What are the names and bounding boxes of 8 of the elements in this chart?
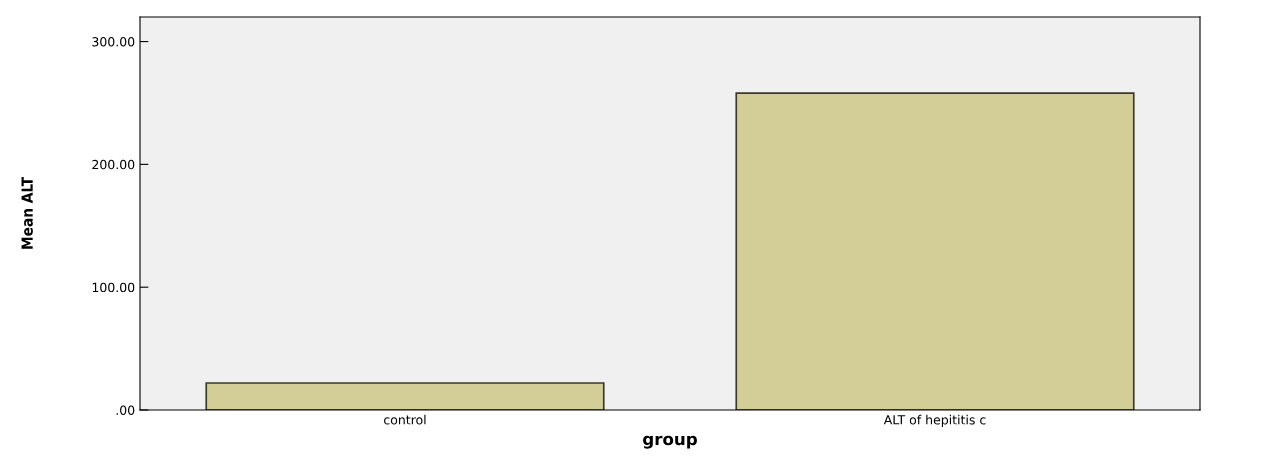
y-tick-label: 200.00: [92, 159, 135, 170]
y-tick-label: 300.00: [92, 37, 135, 47]
x-tick-label: control: [384, 414, 426, 425]
y-axis-title: Mean ALT: [21, 177, 33, 249]
x-tick-label: ALT of hepititis c: [883, 414, 986, 427]
x-axis-title: group: [643, 435, 697, 449]
y-tick-label: 100.00: [92, 282, 135, 293]
y-tick-label: .00: [116, 405, 135, 415]
